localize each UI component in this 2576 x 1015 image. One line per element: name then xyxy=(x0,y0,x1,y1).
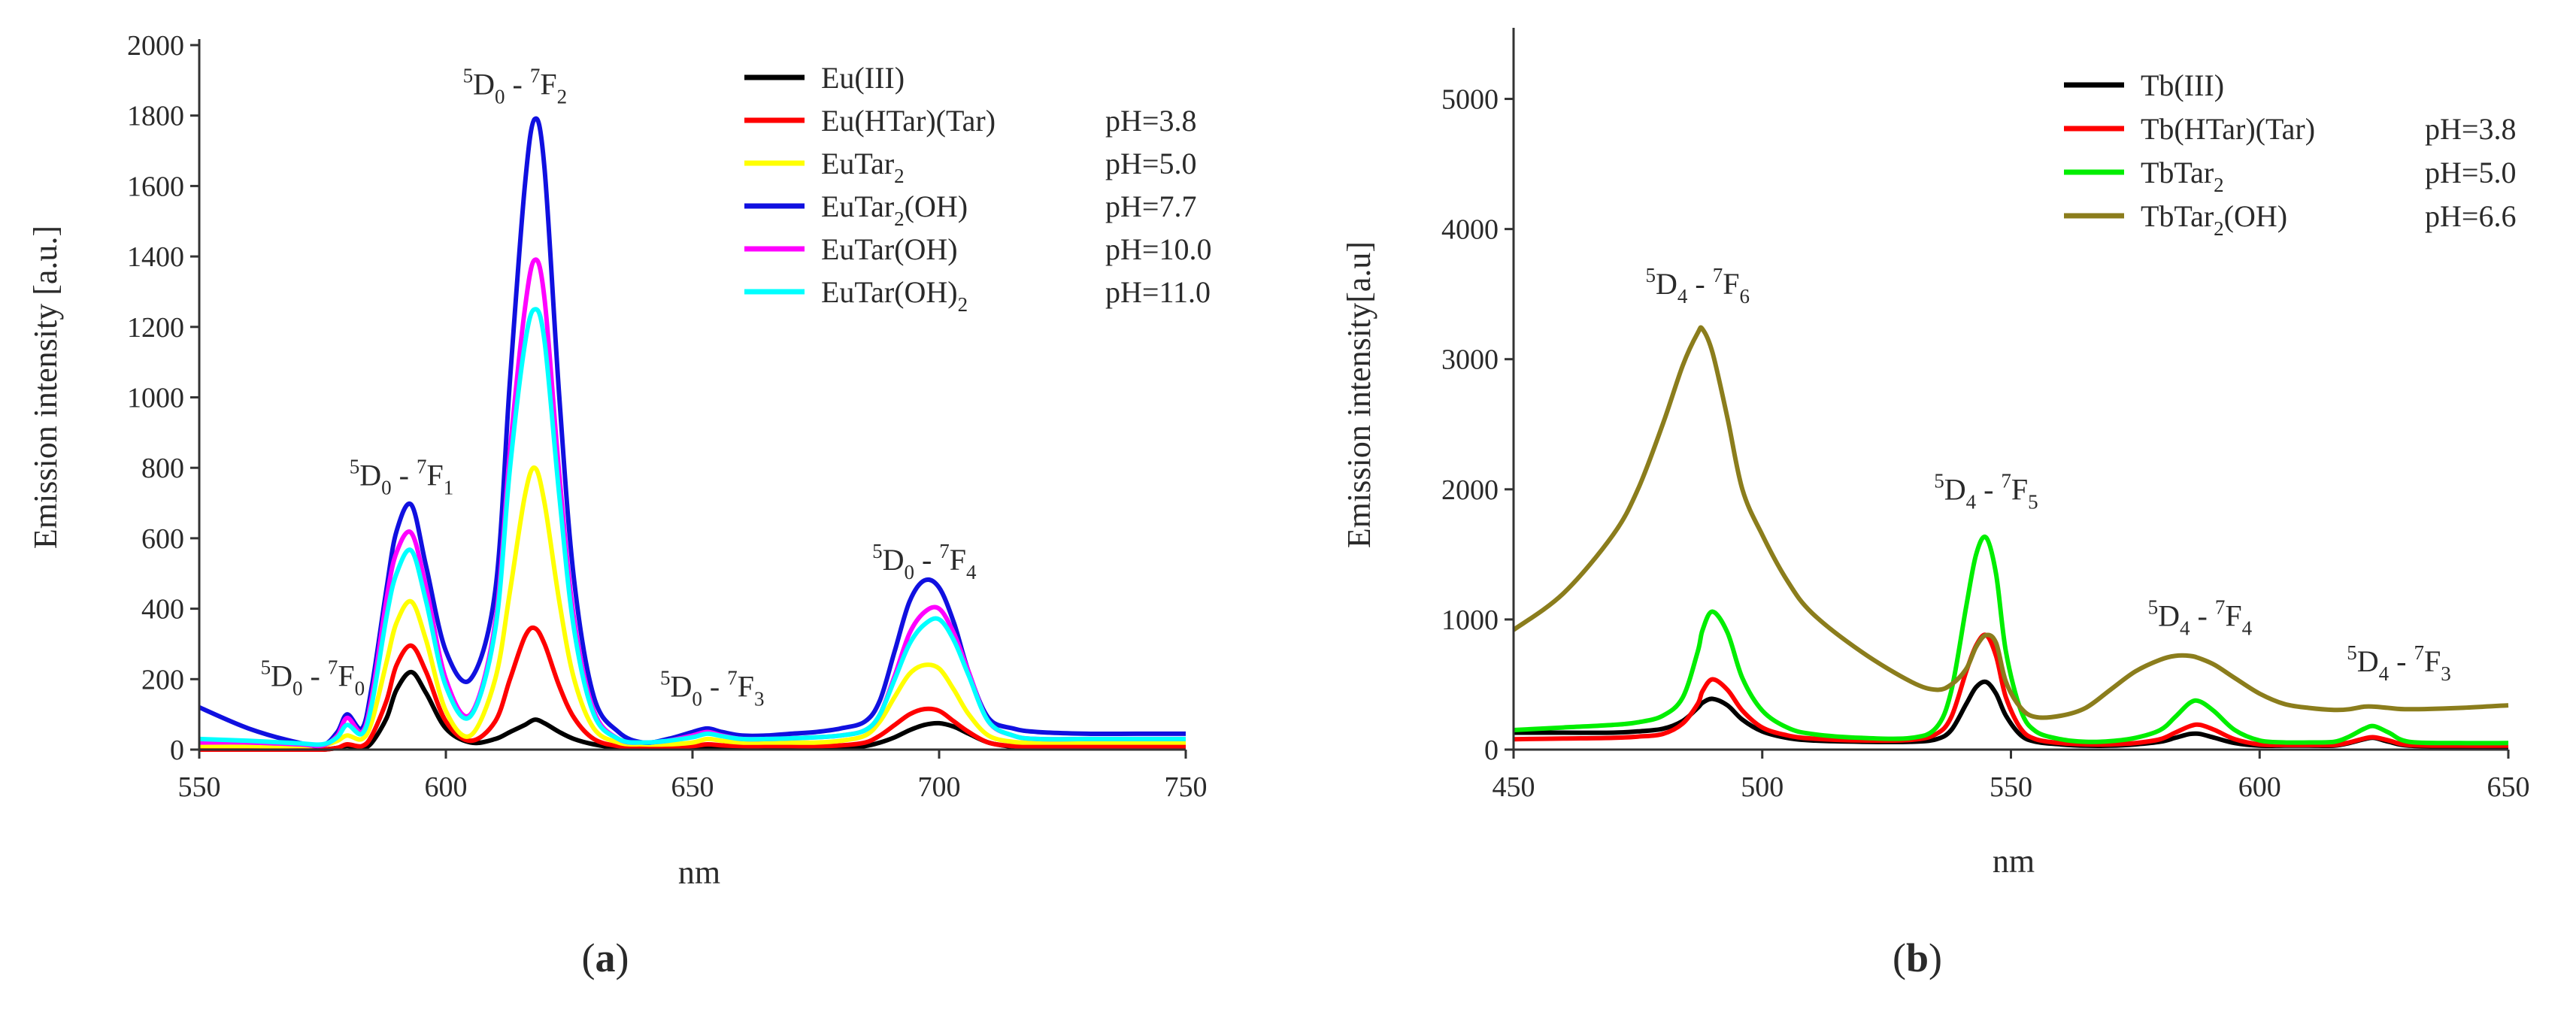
panel-b-transition-label: 5D4 - 7F5 xyxy=(1934,470,2038,514)
panel-b-series-line-1 xyxy=(1513,632,2509,748)
panel-a-transition-label: 5D0 - 7F0 xyxy=(261,656,365,700)
panel-b-annotations: 5D4 - 7F6 5D4 - 7F5 5D4 - 7F4 5D4 - 7F3 xyxy=(1646,264,2451,685)
panel-a-y-tick-label: 1200 xyxy=(127,312,184,344)
panel-a-legend-ph: pH=10.0 xyxy=(1105,232,1211,266)
panel-a-legend-label: EuTar2(OH) xyxy=(821,189,968,230)
panel-b-series-line-3 xyxy=(1512,325,2509,720)
panel-b-y-tick-label: 5000 xyxy=(1441,84,1499,116)
panel-b-x-tick-label: 550 xyxy=(1990,771,2032,803)
panel-b-legend-label: TbTar2 xyxy=(2141,156,2224,196)
panel-a-y-tick-label: 1400 xyxy=(127,241,184,273)
panel-a-x-tick-label: 750 xyxy=(1165,771,1208,803)
panel-a-ticks: 550 600 650 700 750 0 200 400 600 800 1000 1200 1400… xyxy=(127,30,1208,803)
panel-a-y-tick-label: 400 xyxy=(141,594,184,626)
panel-b-y-axis-label: Emission intensity[a.u] xyxy=(1341,241,1377,548)
panel-a-transition-label: 5D0 - 7F2 xyxy=(463,65,567,108)
panel-b-y-tick-label: 1000 xyxy=(1441,604,1499,636)
panel-a-y-tick-label: 200 xyxy=(141,664,184,695)
panel-b-ticks: 450 500 550 600 650 0 1000 2000 3000 4000 5000 xyxy=(1441,84,2530,803)
panel-a-legend-label: Eu(III) xyxy=(821,61,905,95)
panel-a-x-tick-label: 600 xyxy=(425,771,468,803)
panel-a-y-tick-label: 0 xyxy=(170,735,184,766)
panel-b-y-tick-label: 3000 xyxy=(1441,344,1499,376)
panel-b-transition-label: 5D4 - 7F3 xyxy=(2347,641,2450,685)
panel-b-legend-label: Tb(HTar)(Tar) xyxy=(2141,112,2315,146)
panel-b-series-line-2 xyxy=(1513,534,2509,746)
panel-a-transition-label: 5D0 - 7F4 xyxy=(872,540,977,583)
panel-a-transition-label: 5D0 - 7F3 xyxy=(660,667,764,710)
panel-b-x-tick-label: 450 xyxy=(1493,771,1535,803)
panel-a-legend-ph: pH=3.8 xyxy=(1105,104,1196,138)
panel-a-y-tick-label: 800 xyxy=(141,453,184,484)
panel-b-x-axis-label: nm xyxy=(1993,843,2035,880)
panel-a-axes xyxy=(198,39,1186,751)
panel-b-legend-label: TbTar2(OH) xyxy=(2141,199,2287,240)
panel-a-x-axis-label: nm xyxy=(678,854,720,891)
panel-a-legend-ph: pH=7.7 xyxy=(1105,189,1196,223)
panel-b-series-lines xyxy=(1512,325,2509,749)
panel-a-legend-ph: pH=5.0 xyxy=(1105,147,1196,180)
panel-a-legend-label: Eu(HTar)(Tar) xyxy=(821,104,996,138)
panel-b-legend: Tb(III) Tb(HTar)(Tar) pH=3.8 TbTar2 pH=5.0 Tb… xyxy=(2064,68,2516,240)
panel-a-legend-ph: pH=11.0 xyxy=(1105,275,1211,309)
panel-a-series-line-1 xyxy=(199,625,1186,753)
panel-a-x-tick-label: 700 xyxy=(918,771,961,803)
panel-a-y-axis-label: Emission intensity [a.u.] xyxy=(27,226,64,549)
panel-a-y-tick-label: 600 xyxy=(141,523,184,555)
panel-b-legend-ph: pH=3.8 xyxy=(2425,112,2516,146)
panel-b-label: (b) xyxy=(1893,935,1942,980)
panel-b-x-tick-label: 600 xyxy=(2238,771,2281,803)
panel-a-annotations: 5D0 - 7F0 5D0 - 7F1 5D0 - 7F2 5D0 - 7F3 5D0 … xyxy=(261,65,977,710)
panel-a-label: (a) xyxy=(582,935,629,980)
panel-a-series-lines xyxy=(198,116,1186,753)
panel-b-y-tick-label: 2000 xyxy=(1441,474,1499,506)
panel-a-legend-label: EuTar(OH)2 xyxy=(821,275,968,316)
panel-b-x-tick-label: 650 xyxy=(2487,771,2530,803)
panel-b-legend-ph: pH=5.0 xyxy=(2425,156,2516,189)
panel-b-y-tick-label: 4000 xyxy=(1441,214,1499,246)
panel-a-legend: Eu(III) Eu(HTar)(Tar) pH=3.8 EuTar2 pH=5.0 Eu… xyxy=(744,61,1211,316)
panel-a-legend-label: EuTar(OH) xyxy=(821,232,958,266)
panel-b-transition-label: 5D4 - 7F6 xyxy=(1646,264,1750,308)
panel-b-x-tick-label: 500 xyxy=(1741,771,1784,803)
panel-a-y-tick-label: 2000 xyxy=(127,30,184,62)
panel-a-y-tick-label: 1000 xyxy=(127,383,184,414)
panel-b-legend-ph: pH=6.6 xyxy=(2425,199,2516,233)
panel-a-x-tick-label: 550 xyxy=(178,771,221,803)
panel-b-y-tick-label: 0 xyxy=(1484,735,1499,766)
panel-a-transition-label: 5D0 - 7F1 xyxy=(350,456,453,499)
panel-a-x-tick-label: 650 xyxy=(671,771,714,803)
panel-a-series-line-3 xyxy=(198,116,1186,749)
panel-a-legend-label: EuTar2 xyxy=(821,147,905,187)
panel-a-series-line-5 xyxy=(199,307,1186,747)
panel-a-series-line-2 xyxy=(199,465,1186,749)
panel-b-transition-label: 5D4 - 7F4 xyxy=(2148,596,2253,640)
panel-a-chart: 550 600 650 700 750 0 200 400 600 800 1000 1200 1400… xyxy=(27,30,1211,980)
panel-b-axes xyxy=(1512,28,2508,751)
panel-b-legend-label: Tb(III) xyxy=(2141,68,2224,102)
panel-a-y-tick-label: 1600 xyxy=(127,171,184,202)
panel-a-y-tick-label: 1800 xyxy=(127,101,184,132)
